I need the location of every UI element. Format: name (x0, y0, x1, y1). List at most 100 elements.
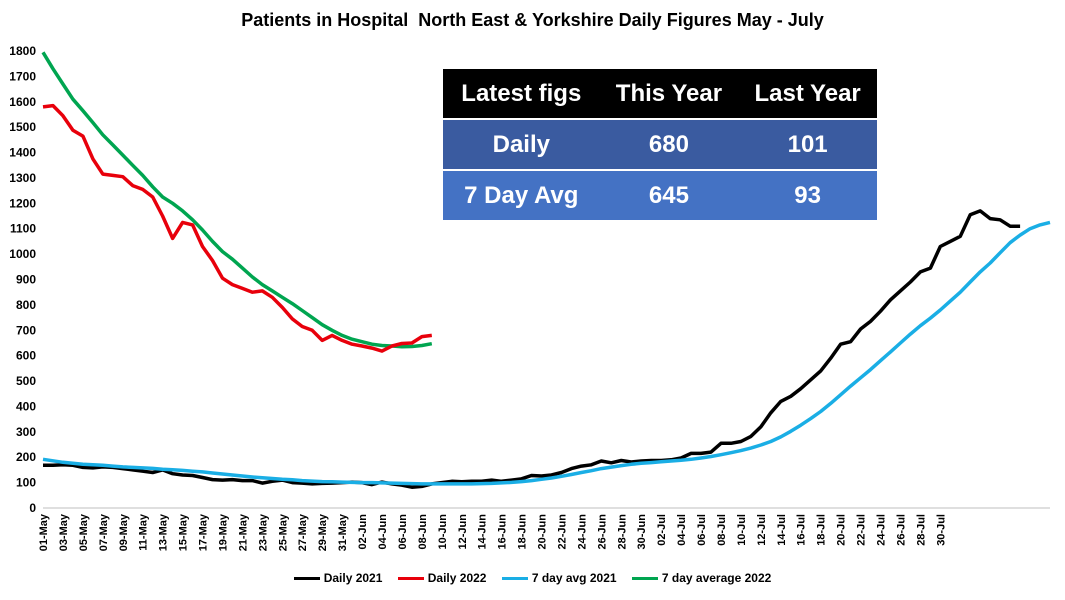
x-tick-label: 14-Jun (477, 514, 489, 550)
y-tick-label: 1400 (9, 146, 36, 160)
x-tick-label: 26-Jul (895, 514, 907, 546)
y-tick-label: 800 (16, 298, 36, 312)
y-tick-label: 1300 (9, 171, 36, 185)
x-tick-label: 11-May (138, 513, 150, 551)
x-tick-label: 07-May (98, 513, 110, 551)
x-tick-label: 08-Jun (417, 514, 429, 550)
x-tick-label: 30-Jul (935, 514, 947, 546)
legend-item-7-day-average-2022: 7 day average 2022 (631, 571, 772, 585)
table-cell: Daily (492, 130, 550, 158)
chart-title: Patients in Hospital North East & Yorksh… (241, 10, 824, 30)
y-tick-label: 1500 (9, 120, 36, 134)
x-tick-label: 19-May (217, 513, 229, 551)
x-tick-label: 16-Jul (796, 514, 808, 546)
x-tick-label: 24-Jul (876, 514, 888, 546)
y-tick-label: 100 (16, 476, 36, 490)
table-row-7-day-avg: 7 Day Avg 645 93 (443, 170, 877, 220)
x-tick-label: 27-May (297, 513, 309, 551)
legend-label: 7 day avg 2021 (531, 571, 617, 585)
y-tick-label: 300 (16, 425, 36, 439)
x-tick-label: 22-Jul (856, 514, 868, 546)
x-tick-label: 04-Jul (676, 514, 688, 546)
x-tick-label: 20-Jul (836, 514, 848, 546)
y-tick-label: 600 (16, 349, 36, 363)
x-tick-label: 10-Jun (437, 514, 449, 550)
x-tick-label: 02-Jul (656, 514, 668, 546)
x-tick-label: 12-Jun (457, 514, 469, 550)
legend-swatch (501, 577, 528, 581)
y-tick-label: 200 (16, 450, 36, 464)
x-tick-label: 28-Jul (915, 514, 927, 546)
x-tick-label: 18-Jun (517, 514, 529, 550)
y-tick-label: 900 (16, 273, 36, 287)
table-cell: 7 Day Avg (464, 181, 579, 209)
x-tick-label: 05-May (78, 513, 90, 551)
x-tick-label: 23-May (257, 513, 269, 551)
latest-figures-table: Latest figs This Year Last Year Daily 68… (443, 69, 877, 220)
x-tick-label: 02-Jun (357, 514, 369, 550)
y-tick-label: 500 (16, 374, 36, 388)
legend-item-daily-2021: Daily 2021 (293, 571, 383, 585)
x-tick-label: 22-Jun (556, 514, 568, 550)
y-tick-label: 1000 (9, 247, 36, 261)
x-tick-label: 10-Jul (736, 514, 748, 546)
table-row-daily: Daily 680 101 (443, 119, 877, 170)
legend-item-7-day-avg-2021: 7 day avg 2021 (501, 571, 617, 585)
x-tick-label: 09-May (118, 513, 130, 551)
legend-swatch (631, 577, 658, 581)
x-tick-label: 12-Jul (756, 514, 768, 546)
table-header-row: Latest figs This Year Last Year (443, 69, 877, 119)
y-tick-label: 1600 (9, 95, 36, 109)
legend-swatch (293, 577, 320, 581)
x-tick-label: 26-Jun (596, 514, 608, 550)
x-tick-label: 17-May (198, 513, 210, 551)
y-tick-label: 1800 (9, 44, 36, 58)
header-latest-figs: Latest figs (461, 79, 582, 107)
legend-label: 7 day average 2022 (661, 571, 772, 585)
y-tick-label: 700 (16, 323, 36, 337)
series-lines (41, 51, 1051, 489)
y-tick-label: 1100 (10, 222, 36, 236)
table-cell: 680 (648, 130, 689, 158)
x-tick-label: 20-Jun (537, 514, 549, 550)
series-line-daily-2021 (43, 209, 1021, 489)
table-cell: 101 (787, 130, 828, 158)
x-tick-label: 06-Jul (696, 514, 708, 546)
legend: Daily 2021 Daily 2022 7 day avg 2021 7 d… (0, 571, 1065, 585)
x-tick-label: 24-Jun (576, 514, 588, 550)
x-tick-label: 15-May (178, 513, 190, 551)
x-tick-label: 13-May (158, 513, 170, 551)
x-tick-label: 21-May (237, 513, 249, 551)
x-tick-label: 18-Jul (816, 514, 828, 546)
legend-swatch (397, 577, 424, 581)
series-line-7-day-avg-2021 (42, 220, 1051, 486)
x-tick-label: 31-May (337, 513, 349, 551)
x-tick-label: 01-May (38, 513, 50, 551)
x-tick-label: 30-Jun (636, 514, 648, 550)
header-this-year: This Year (615, 79, 723, 107)
y-axis: 0 100 200 300 400 500 600 700 800 900 1000 1100 1200… (9, 44, 36, 515)
y-tick-label: 400 (16, 399, 36, 413)
header-last-year: Last Year (754, 79, 861, 107)
legend-label: Daily 2021 (323, 571, 383, 585)
table-cell: 645 (648, 181, 689, 209)
x-tick-label: 16-Jun (497, 514, 509, 550)
legend-item-daily-2022: Daily 2022 (397, 571, 487, 585)
x-tick-label: 08-Jul (716, 514, 728, 546)
x-tick-label: 03-May (58, 513, 70, 551)
x-tick-label: 28-Jun (616, 514, 628, 550)
x-axis: 01-May 03-May 05-May 07-May 09-May 11-May 13-M… (38, 507, 1050, 551)
y-tick-label: 1200 (9, 196, 36, 210)
series-line-daily-2022 (42, 103, 433, 353)
y-tick-label: 1700 (9, 69, 36, 83)
legend-label: Daily 2022 (427, 571, 487, 585)
x-tick-label: 25-May (277, 513, 289, 551)
x-tick-label: 14-Jul (776, 514, 788, 546)
x-tick-label: 29-May (317, 513, 329, 551)
x-tick-label: 06-Jun (397, 514, 409, 550)
y-tick-label: 0 (29, 501, 36, 515)
series-line-7-day-average-2022 (41, 51, 433, 349)
table-cell: 93 (794, 181, 821, 209)
x-tick-label: 04-Jun (377, 514, 389, 550)
